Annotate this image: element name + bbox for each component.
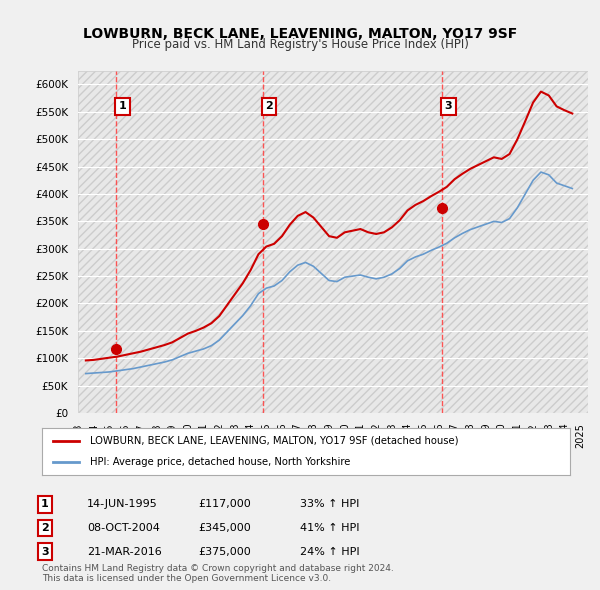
- Text: £345,000: £345,000: [198, 523, 251, 533]
- Text: This data is licensed under the Open Government Licence v3.0.: This data is licensed under the Open Gov…: [42, 574, 331, 583]
- Text: 24% ↑ HPI: 24% ↑ HPI: [300, 547, 359, 556]
- Text: 14-JUN-1995: 14-JUN-1995: [87, 500, 158, 509]
- Text: 1: 1: [41, 500, 49, 509]
- Text: 2: 2: [41, 523, 49, 533]
- Text: LOWBURN, BECK LANE, LEAVENING, MALTON, YO17 9SF: LOWBURN, BECK LANE, LEAVENING, MALTON, Y…: [83, 27, 517, 41]
- Text: 3: 3: [445, 101, 452, 112]
- FancyBboxPatch shape: [78, 71, 588, 413]
- Text: LOWBURN, BECK LANE, LEAVENING, MALTON, YO17 9SF (detached house): LOWBURN, BECK LANE, LEAVENING, MALTON, Y…: [89, 436, 458, 446]
- Text: £117,000: £117,000: [198, 500, 251, 509]
- Text: Price paid vs. HM Land Registry's House Price Index (HPI): Price paid vs. HM Land Registry's House …: [131, 38, 469, 51]
- Text: 2: 2: [265, 101, 273, 112]
- Text: 3: 3: [41, 547, 49, 556]
- Text: 21-MAR-2016: 21-MAR-2016: [87, 547, 162, 556]
- Text: £375,000: £375,000: [198, 547, 251, 556]
- Text: 41% ↑ HPI: 41% ↑ HPI: [300, 523, 359, 533]
- Text: Contains HM Land Registry data © Crown copyright and database right 2024.: Contains HM Land Registry data © Crown c…: [42, 565, 394, 573]
- Text: 08-OCT-2004: 08-OCT-2004: [87, 523, 160, 533]
- Text: 1: 1: [119, 101, 127, 112]
- Text: 33% ↑ HPI: 33% ↑ HPI: [300, 500, 359, 509]
- Text: HPI: Average price, detached house, North Yorkshire: HPI: Average price, detached house, Nort…: [89, 457, 350, 467]
